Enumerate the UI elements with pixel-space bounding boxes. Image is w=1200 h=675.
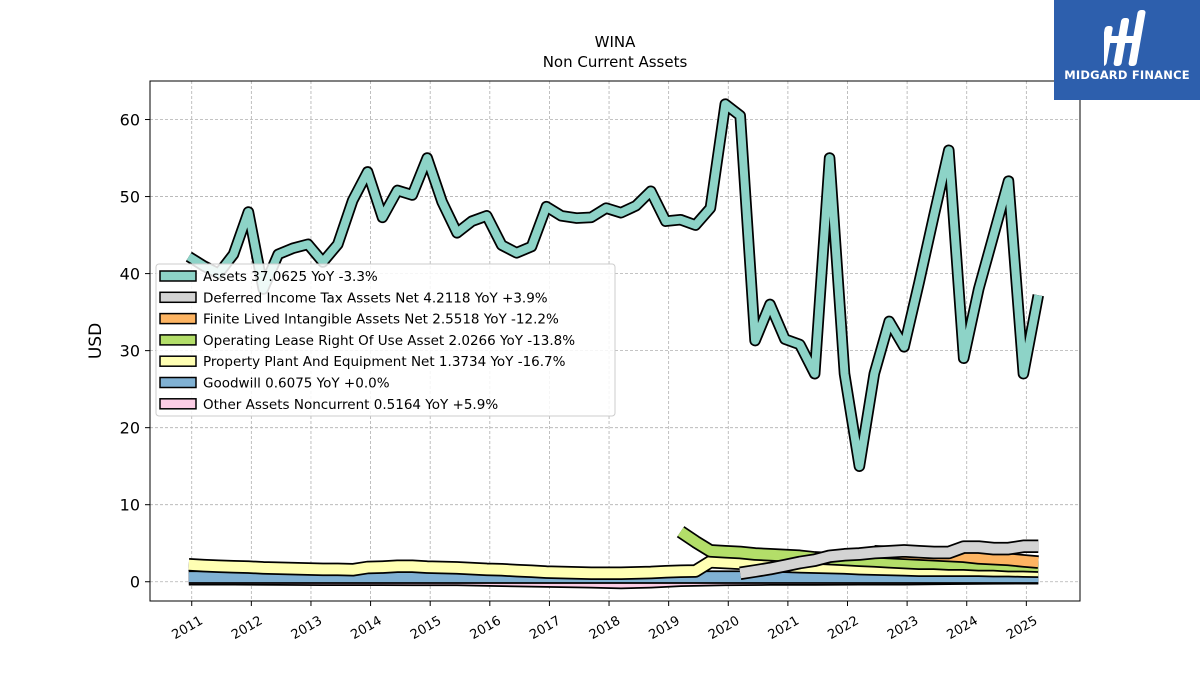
series-property-plant-and-equipment-net xyxy=(188,554,1039,581)
legend-item: Goodwill 0.6075 YoY +0.0% xyxy=(159,376,390,392)
legend-swatch xyxy=(159,334,197,346)
legend-label: Finite Lived Intangible Assets Net 2.551… xyxy=(203,312,559,328)
legend-label: Operating Lease Right Of Use Asset 2.026… xyxy=(203,333,575,349)
plot-frame xyxy=(149,80,1081,602)
x-tick-label: 2013 xyxy=(289,613,325,643)
y-tick-label: 60 xyxy=(120,111,140,130)
series-deferred-income-tax-assets-net xyxy=(739,539,1039,580)
legend-swatch xyxy=(159,312,197,325)
midgard-logo-icon xyxy=(1104,10,1146,66)
chart-title: WINA xyxy=(595,33,636,51)
series-line xyxy=(186,100,1043,471)
legend-item: Finite Lived Intangible Assets Net 2.551… xyxy=(159,312,559,328)
legend-item: Other Assets Noncurrent 0.5164 YoY +5.9% xyxy=(159,397,498,413)
y-tick-label: 40 xyxy=(120,265,140,284)
y-tick-label: 30 xyxy=(120,342,140,361)
legend-swatch xyxy=(159,270,197,282)
x-tick-label: 2011 xyxy=(170,613,206,643)
legend-item: Operating Lease Right Of Use Asset 2.026… xyxy=(159,333,575,349)
x-tick-label: 2017 xyxy=(527,613,563,643)
y-tick-label: 0 xyxy=(130,573,140,592)
legend-item: Assets 37.0625 YoY -3.3% xyxy=(159,269,378,285)
x-tick-label: 2025 xyxy=(1004,613,1040,643)
legend-box xyxy=(155,263,616,417)
y-axis: 0 10 20 30 40 50 60 xyxy=(120,111,150,592)
x-tick-label: 2022 xyxy=(825,613,861,643)
x-tick-label: 2015 xyxy=(408,613,444,643)
x-tick-label: 2018 xyxy=(587,613,623,643)
legend-item: Deferred Income Tax Assets Net 4.2118 Yo… xyxy=(159,290,548,306)
legend-swatch xyxy=(159,376,197,389)
legend-swatch xyxy=(159,291,197,304)
series-line xyxy=(739,541,1039,579)
x-tick-label: 2020 xyxy=(706,613,742,643)
y-axis-label: USD xyxy=(86,323,106,359)
x-tick-label: 2012 xyxy=(229,613,265,643)
legend-swatch xyxy=(159,355,197,367)
x-tick-label: 2016 xyxy=(468,613,504,643)
legend: Assets 37.0625 YoY -3.3% Deferred Income … xyxy=(155,263,616,417)
x-tick-label: 2014 xyxy=(348,613,384,643)
legend-item: Property Plant And Equipment Net 1.3734 … xyxy=(159,354,566,370)
series-areas xyxy=(185,98,1044,590)
chart-subtitle: Non Current Assets xyxy=(543,53,688,71)
x-axis: 2011 2012 2013 2014 2015 2016 2017 2018 2019 2020… xyxy=(170,601,1040,643)
midgard-finance-logo: MIDGARD FINANCE xyxy=(1054,0,1200,100)
legend-swatch xyxy=(159,398,197,410)
legend-label: Deferred Income Tax Assets Net 4.2118 Yo… xyxy=(203,290,548,306)
x-tick-label: 2021 xyxy=(766,613,802,643)
series-line xyxy=(188,556,1039,579)
legend-label: Assets 37.0625 YoY -3.3% xyxy=(203,269,378,285)
legend-label: Other Assets Noncurrent 0.5164 YoY +5.9% xyxy=(203,397,498,413)
x-tick-label: 2023 xyxy=(885,613,921,643)
y-tick-label: 20 xyxy=(120,419,140,438)
x-tick-label: 2019 xyxy=(646,613,682,643)
series-assets xyxy=(185,98,1044,472)
y-tick-label: 10 xyxy=(120,496,140,515)
legend-label: Goodwill 0.6075 YoY +0.0% xyxy=(203,376,390,392)
logo-text: MIDGARD FINANCE xyxy=(1064,68,1190,82)
y-tick-label: 50 xyxy=(120,188,140,207)
legend-label: Property Plant And Equipment Net 1.3734 … xyxy=(203,354,566,370)
x-tick-label: 2024 xyxy=(945,613,981,643)
